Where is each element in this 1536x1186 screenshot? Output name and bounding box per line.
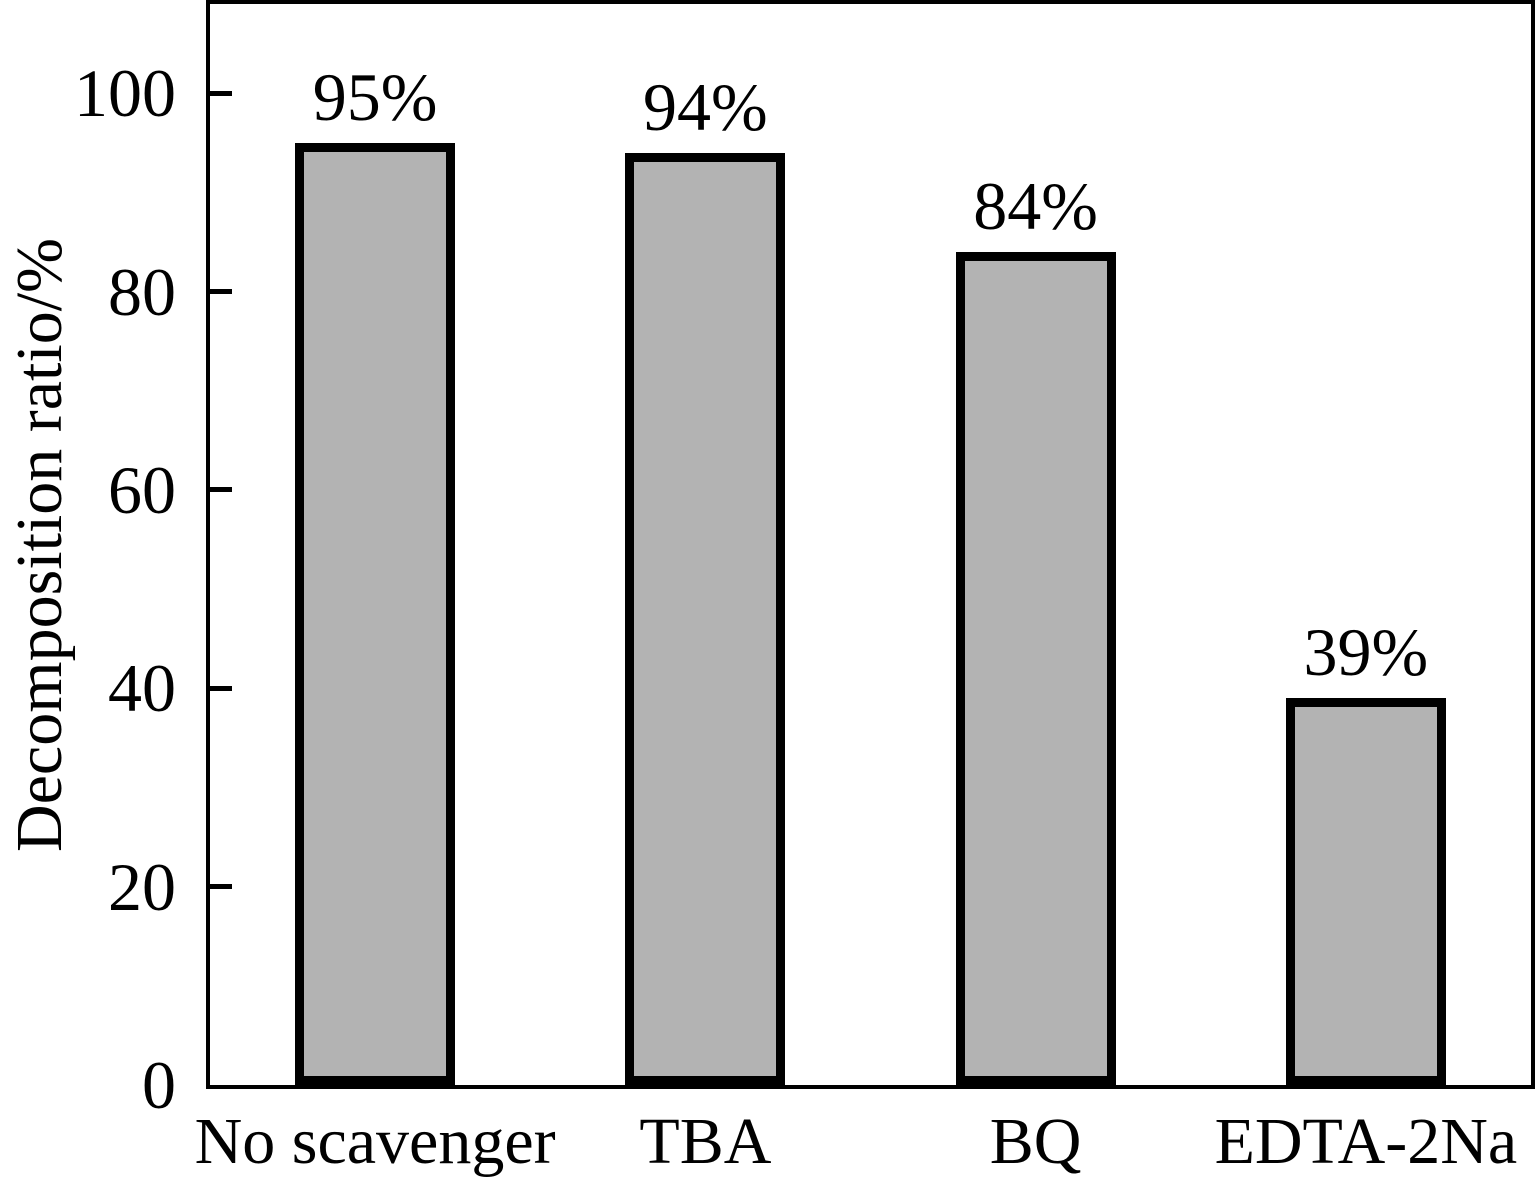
bar (955, 251, 1116, 1085)
y-axis-tick (210, 289, 232, 295)
x-category-label: TBA (639, 1105, 772, 1178)
bar-value-label: 84% (973, 167, 1098, 244)
bar (1285, 698, 1446, 1085)
y-tick-label: 40 (108, 650, 176, 727)
y-axis-tick (210, 685, 232, 691)
y-tick-label: 20 (108, 848, 176, 925)
y-axis-tick (210, 487, 232, 493)
y-tick-label: 100 (74, 55, 176, 132)
plot-area: 95% 94% 84% 39% (206, 0, 1535, 1089)
y-tick-label: 80 (108, 253, 176, 330)
x-category-label: No scavenger (194, 1105, 556, 1178)
y-axis-title: Decomposition ratio/% (3, 237, 76, 853)
y-axis-tick (210, 884, 232, 890)
bar-value-label: 94% (643, 68, 768, 145)
x-category-label: EDTA-2Na (1214, 1105, 1518, 1178)
x-category-label: BQ (989, 1105, 1082, 1178)
bar-value-label: 95% (312, 58, 438, 135)
y-axis-tick (210, 90, 232, 96)
y-tick-label: 0 (142, 1047, 176, 1123)
bar (295, 142, 456, 1085)
y-tick-label: 60 (108, 451, 176, 528)
bar-value-label: 39% (1303, 614, 1429, 691)
bar (625, 152, 786, 1085)
